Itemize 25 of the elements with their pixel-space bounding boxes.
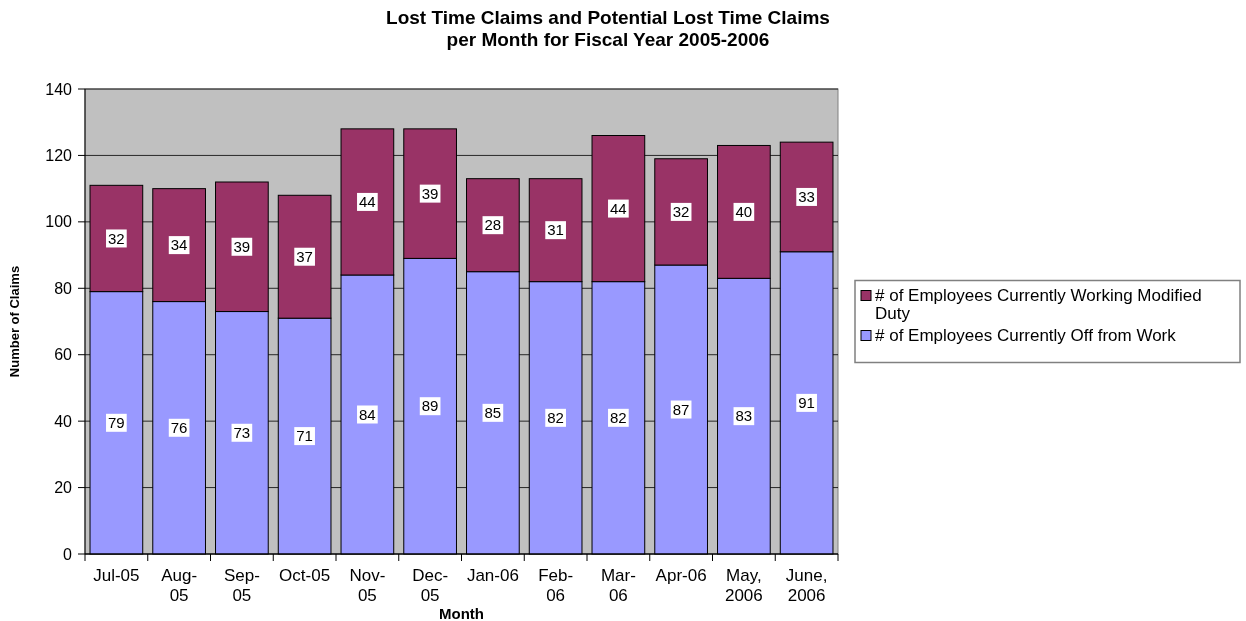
chart-title: Lost Time Claims and Potential Lost Time Claims per Month for Fiscal Year 2005-2006 xyxy=(386,7,830,50)
x-tick-label: June, 2006 xyxy=(785,566,828,605)
y-tick-label: 60 xyxy=(54,346,73,364)
x-tick-label: Sep-05 xyxy=(223,566,260,605)
x-tick-label: Jan-06 xyxy=(466,566,519,585)
y-tick-label: 140 xyxy=(45,80,73,98)
x-tick-label: Apr-06 xyxy=(655,566,707,585)
y-tick-label: 120 xyxy=(45,147,73,165)
x-tick-label: Feb-06 xyxy=(538,566,574,605)
x-tick-label: Jul-05 xyxy=(93,566,140,585)
x-tick-label: Aug-05 xyxy=(161,566,198,605)
legend-label: # of Employees Currently Working Modified Duty xyxy=(875,285,1202,323)
y-tick-label: 80 xyxy=(54,279,73,297)
x-tick-label: Mar-06 xyxy=(600,566,636,605)
y-tick-label: 100 xyxy=(45,213,73,231)
y-tick-label: 40 xyxy=(54,412,73,430)
y-axis-title: Number of Claims xyxy=(7,265,22,378)
x-tick-label: Nov-05 xyxy=(349,566,386,605)
x-tick-label: Dec-05 xyxy=(412,566,449,605)
y-tick-label: 20 xyxy=(54,479,73,497)
x-tick-label: Oct-05 xyxy=(279,566,331,585)
y-tick-label: 0 xyxy=(63,545,73,563)
x-tick-label: May, 2006 xyxy=(724,566,763,605)
x-axis-title: Month xyxy=(439,605,484,621)
legend-label: # of Employees Currently Off from Work xyxy=(875,325,1177,345)
